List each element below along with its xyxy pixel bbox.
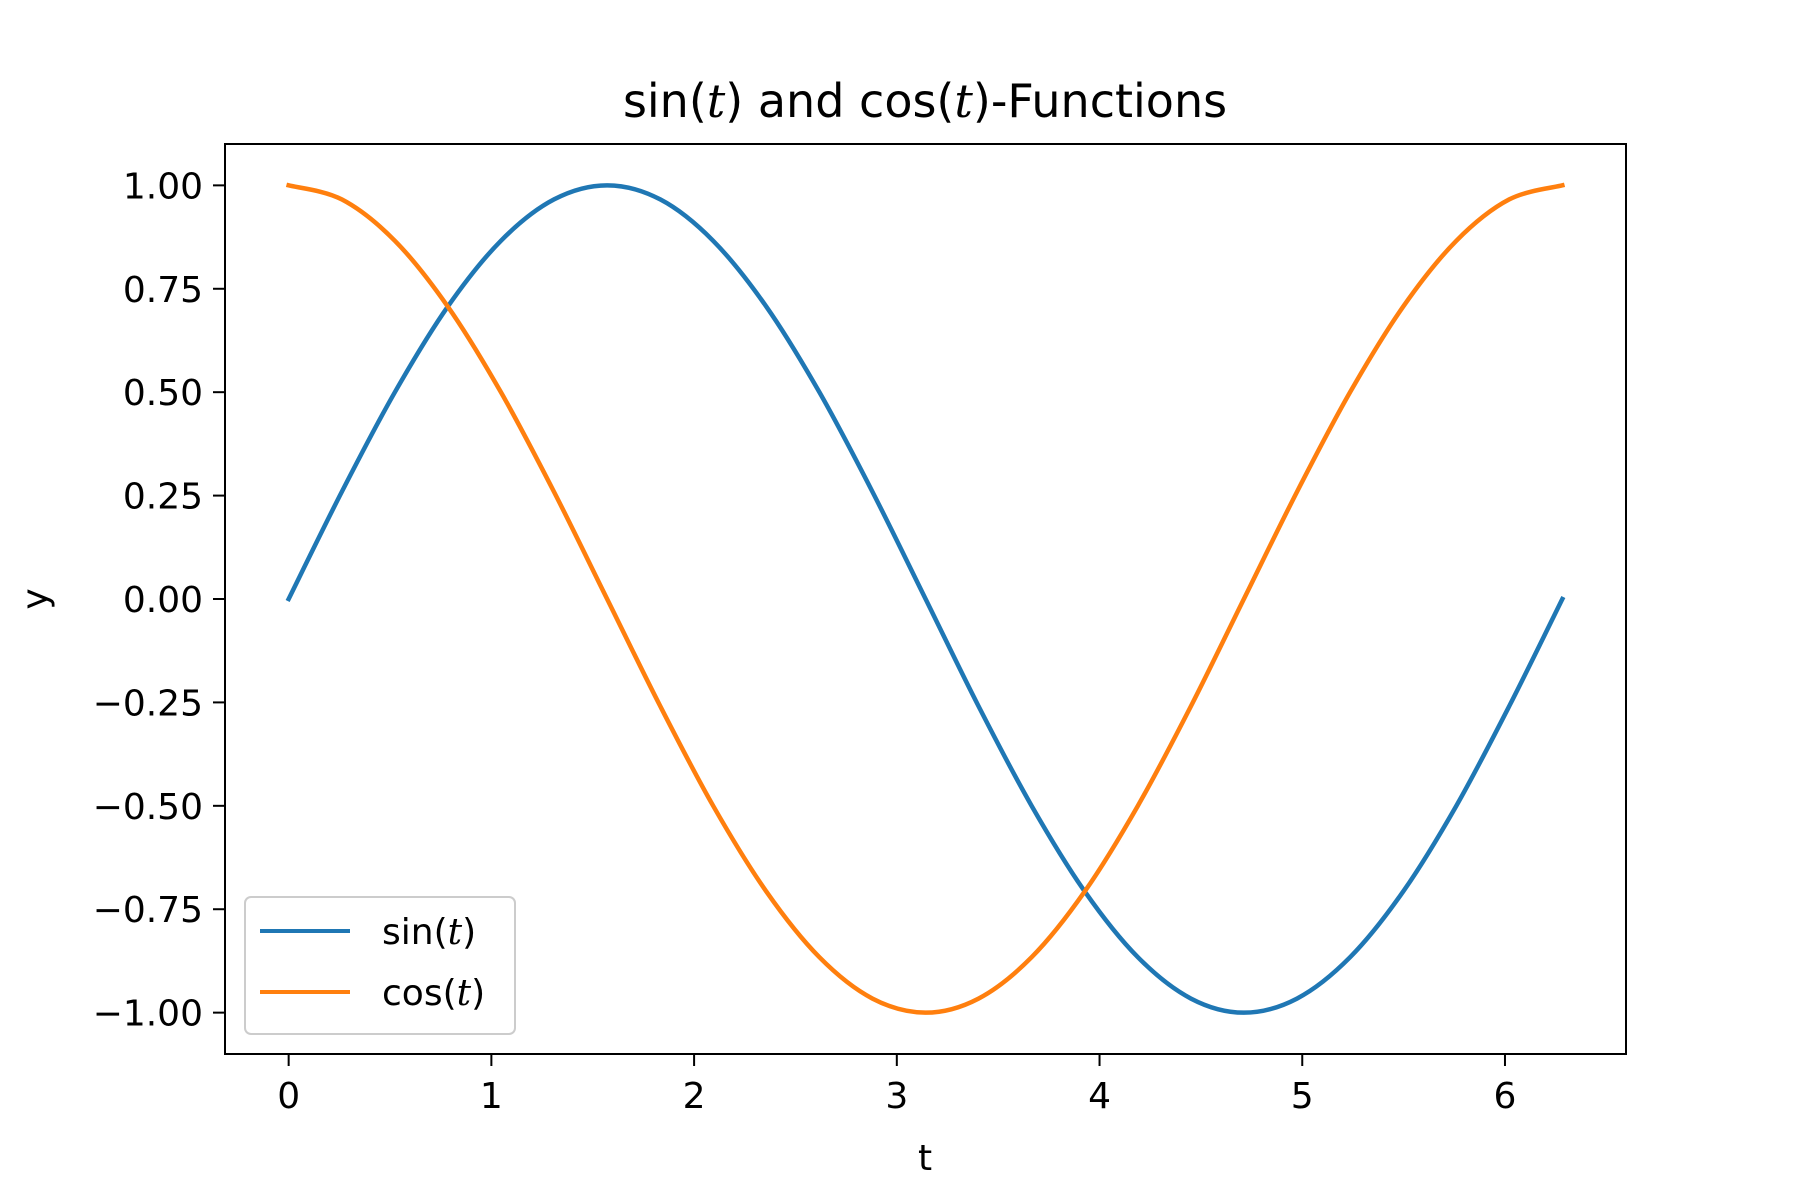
y-tick-label: 0.00 bbox=[123, 580, 203, 621]
x-tick-label: 5 bbox=[1291, 1076, 1314, 1117]
series-line-cos bbox=[285, 182, 1566, 1015]
x-tick-label: 2 bbox=[683, 1076, 706, 1117]
x-axis-ticks: 0 1 2 3 4 5 6 bbox=[277, 1054, 1516, 1117]
series-layer bbox=[285, 182, 1566, 1015]
legend: sin(t) cos(t) bbox=[244, 896, 516, 1035]
y-tick-label: −1.00 bbox=[93, 994, 203, 1035]
x-tick-label: 3 bbox=[885, 1076, 908, 1117]
y-tick-label: −0.25 bbox=[93, 683, 203, 724]
y-axis-label: y bbox=[15, 588, 56, 609]
y-tick-label: −0.50 bbox=[93, 787, 203, 828]
x-tick-label: 1 bbox=[480, 1076, 503, 1117]
series-line-sin bbox=[285, 183, 1566, 1015]
y-tick-label: −0.75 bbox=[93, 890, 203, 931]
x-tick-label: 0 bbox=[277, 1076, 300, 1117]
y-tick-label: 0.25 bbox=[123, 477, 203, 518]
legend-label-sin: sin(t) bbox=[382, 912, 476, 953]
y-tick-label: 1.00 bbox=[123, 166, 203, 207]
chart-title: sin(t) and cos(t)-Functions bbox=[623, 74, 1227, 128]
y-tick-label: 0.75 bbox=[123, 270, 203, 311]
x-tick-label: 4 bbox=[1088, 1076, 1111, 1117]
x-axis-label: t bbox=[918, 1138, 932, 1179]
x-tick-label: 6 bbox=[1494, 1076, 1517, 1117]
legend-label-cos: cos(t) bbox=[382, 973, 485, 1014]
y-axis-ticks: 1.00 0.75 0.50 0.25 0.00 −0.25 −0.50 −0.75 −1.00 bbox=[93, 166, 225, 1035]
y-tick-label: 0.50 bbox=[123, 373, 203, 414]
